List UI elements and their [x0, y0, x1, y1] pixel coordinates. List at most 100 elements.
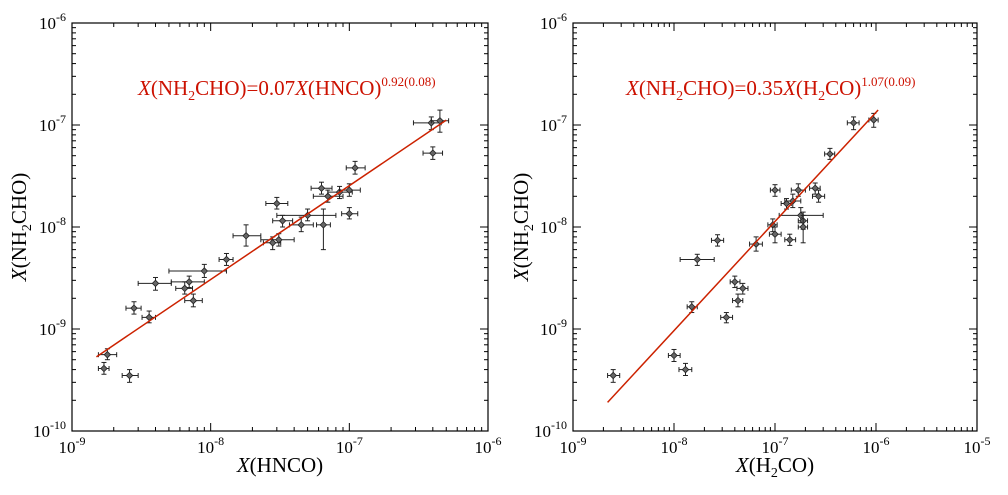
- point-marker: [688, 303, 696, 311]
- data-point: [232, 224, 262, 247]
- y-tick-label: 10-9: [39, 316, 66, 339]
- fit-line: [607, 109, 879, 403]
- data-point: [262, 236, 282, 251]
- data-point: [811, 189, 826, 203]
- y-axis-label: X(NH2CHO): [509, 173, 537, 283]
- data-point: [345, 160, 366, 175]
- panel-right: 10-9 10-8 10-7 10-6 10-510-1010-910-810-710-…: [509, 10, 991, 481]
- point-marker: [799, 223, 807, 231]
- x-axis-label: X(H2CO): [735, 453, 814, 481]
- fit-line: [95, 119, 447, 358]
- data-point: [797, 214, 809, 244]
- data-point: [97, 361, 110, 375]
- y-tick-label: 10-10: [534, 418, 567, 441]
- panel-left: 10-9 10-8 10-7 10-610-1010-910-810-710-6X(H…: [7, 10, 502, 477]
- data-point: [784, 233, 797, 246]
- point-marker: [319, 221, 328, 229]
- point-marker: [303, 211, 312, 220]
- point-marker: [713, 236, 722, 245]
- point-marker: [125, 371, 134, 380]
- data-point: [260, 233, 295, 247]
- point-marker: [794, 186, 803, 194]
- data-point: [846, 116, 860, 131]
- data-point: [679, 253, 715, 266]
- y-tick-label: 10-9: [540, 316, 567, 339]
- data-point: [412, 116, 442, 131]
- x-tick-label: 10-8: [661, 434, 688, 457]
- point-marker: [185, 278, 193, 286]
- x-tick-label: 10-6: [475, 434, 502, 457]
- data-point: [710, 234, 725, 247]
- point-marker: [278, 217, 287, 225]
- data-point: [736, 282, 749, 295]
- data-point: [341, 207, 359, 220]
- y-tick-label: 10-7: [540, 112, 567, 135]
- point-marker: [222, 255, 231, 264]
- point-marker: [345, 209, 354, 218]
- data-point: [184, 293, 203, 308]
- data-point: [316, 208, 331, 251]
- data-point: [769, 184, 781, 197]
- data-point: [125, 301, 142, 315]
- point-marker: [130, 304, 138, 312]
- point-marker: [814, 192, 823, 201]
- data-point: [121, 369, 139, 383]
- point-marker: [771, 230, 779, 238]
- data-point: [720, 312, 734, 324]
- point-marker: [752, 240, 760, 248]
- point-marker: [609, 371, 617, 380]
- x-axis-label: X(HNCO): [236, 453, 323, 477]
- point-marker: [693, 255, 702, 264]
- point-marker: [771, 186, 779, 194]
- fit-equation: X(NH2CHO)=0.35X(H2CO)1.07(0.09): [625, 74, 915, 104]
- x-tick-label: 10-9: [59, 434, 86, 457]
- point-marker: [722, 313, 731, 322]
- point-marker: [275, 235, 283, 244]
- point-marker: [429, 149, 437, 157]
- point-marker: [200, 267, 209, 275]
- point-marker: [734, 296, 742, 305]
- point-marker: [826, 150, 834, 158]
- data-point: [288, 216, 314, 233]
- y-tick-label: 10-7: [39, 112, 66, 135]
- point-marker: [189, 296, 198, 305]
- data-point: [170, 275, 205, 289]
- data-point: [272, 214, 294, 228]
- data-point: [667, 348, 681, 363]
- x-tick-label: 10-7: [336, 434, 363, 457]
- x-tick-label: 10-7: [762, 434, 789, 457]
- data-point: [265, 196, 289, 210]
- data-point: [678, 362, 693, 377]
- data-point: [218, 252, 234, 266]
- data-point: [784, 193, 802, 209]
- data-point: [868, 112, 879, 128]
- point-marker: [351, 164, 359, 172]
- point-marker: [739, 284, 747, 293]
- fit-equation: X(NH2CHO)=0.07X(HNCO)0.92(0.08): [137, 74, 436, 104]
- point-marker: [345, 186, 354, 194]
- point-marker: [297, 221, 306, 229]
- data-point: [732, 293, 744, 308]
- data-point: [729, 275, 741, 289]
- point-marker: [670, 351, 678, 360]
- y-tick-label: 10-6: [39, 10, 66, 33]
- y-tick-label: 10-10: [33, 418, 66, 441]
- y-tick-label: 10-8: [39, 214, 66, 237]
- point-marker: [317, 184, 326, 192]
- y-axis-label: X(NH2CHO): [7, 173, 35, 283]
- y-tick-label: 10-6: [540, 10, 567, 33]
- x-tick-label: 10-5: [964, 434, 991, 457]
- data-point: [310, 181, 333, 195]
- point-marker: [151, 279, 160, 288]
- point-marker: [273, 199, 281, 208]
- data-point: [809, 182, 821, 195]
- data-point: [780, 198, 792, 210]
- point-marker: [849, 119, 858, 127]
- data-point: [607, 369, 621, 383]
- point-marker: [731, 278, 739, 286]
- y-tick-label: 10-8: [540, 214, 567, 237]
- point-marker: [268, 239, 277, 247]
- point-marker: [100, 364, 108, 373]
